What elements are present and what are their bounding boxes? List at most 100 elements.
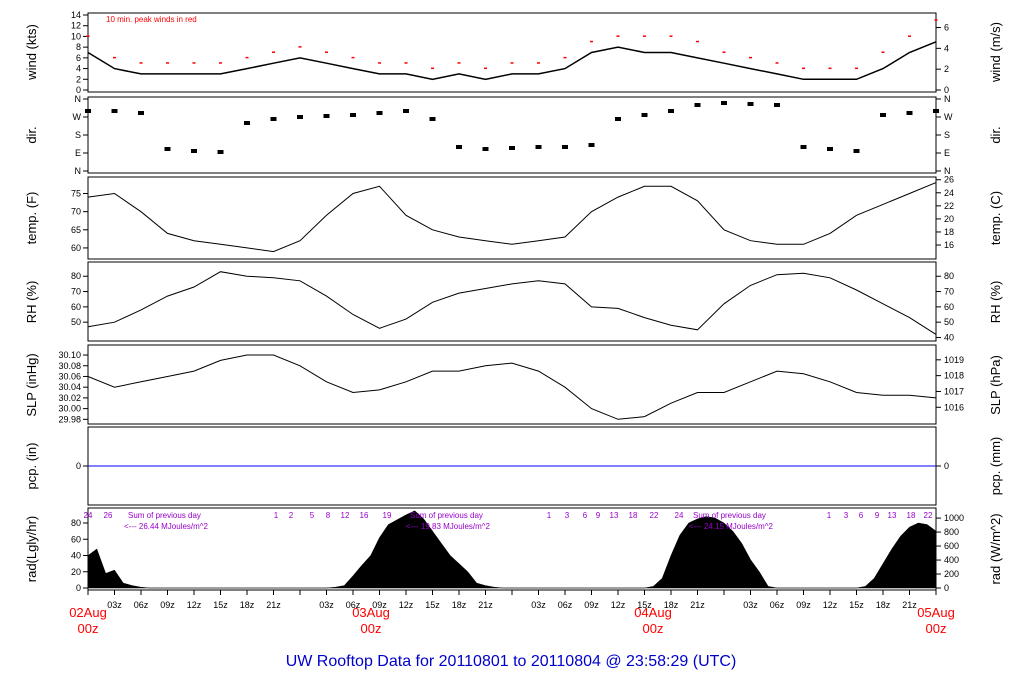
slp-tick-label-1: 30.00 — [58, 404, 81, 414]
sun-hour-label-14: 18 — [629, 511, 638, 520]
wind-note: 10 min. peak winds in red — [106, 15, 197, 24]
day-label-date-1: 02Aug — [69, 605, 107, 620]
dir-point-3 — [164, 147, 171, 151]
sun-hour-label-11: 6 — [583, 511, 588, 520]
dir-point-31 — [906, 111, 913, 115]
sun-hour-label-5: 8 — [326, 511, 331, 520]
hour-tick-label-33: 09z — [372, 600, 387, 610]
wind-peak-point-20 — [616, 35, 620, 37]
rad-tick-label-3: 60 — [71, 534, 81, 544]
hour-tick-label-27: 03z — [319, 600, 334, 610]
wind-ms-tick-label-1: 2 — [944, 64, 949, 74]
hour-tick-label-51: 03z — [531, 600, 546, 610]
dir-point-5 — [217, 150, 224, 154]
wind-peak-point-18 — [563, 56, 567, 59]
slp-series — [87, 354, 937, 420]
rad-y2label: rad (W/m^2) — [988, 513, 1003, 584]
dir-point-11 — [376, 111, 383, 115]
dir-point-24 — [721, 101, 727, 105]
dir-point-32 — [933, 109, 939, 113]
dir-point-6 — [244, 121, 250, 125]
dir-point-2 — [138, 111, 144, 115]
rh-right-tick-label-3: 70 — [944, 287, 954, 297]
rad-w-tick-label-5: 1000 — [944, 513, 964, 523]
rh-series — [87, 271, 937, 335]
slp-hpa-tick-label-3: 1019 — [944, 355, 964, 365]
sun-hour-label-3: 2 — [289, 511, 294, 520]
sun-hour-label-1: 26 — [104, 511, 113, 520]
dir-point-21 — [641, 113, 648, 117]
slp-y2label: SLP (hPa) — [988, 355, 1003, 415]
wind-peak-point-12 — [404, 62, 408, 64]
wind-peak-point-24 — [722, 51, 726, 53]
hour-tick-label-6: 06z — [134, 600, 149, 610]
rh-right-tick-label-2: 60 — [944, 302, 954, 312]
temp-c-tick-label-1: 18 — [944, 227, 954, 237]
hour-tick-label-90: 18z — [876, 600, 891, 610]
hour-tick-label-42: 18z — [452, 600, 467, 610]
wind-tick-label-1: 2 — [76, 74, 81, 84]
sun-hour-label-23: 22 — [924, 511, 933, 520]
wind-peak-point-25 — [749, 56, 752, 59]
wind-peak-point-6 — [245, 56, 249, 59]
rh-tick-label-0: 50 — [71, 317, 81, 327]
temp-c-tick-label-5: 26 — [944, 175, 954, 185]
wind-tick-label-0: 0 — [76, 85, 81, 95]
daily-note-1-line2: <--- 26.44 MJoules/m^2 — [124, 522, 209, 531]
dir-point-1 — [111, 109, 118, 113]
wind-peak-point-23 — [696, 40, 699, 43]
hour-tick-label-54: 06z — [558, 600, 573, 610]
rh-ylabel: RH (%) — [24, 281, 39, 324]
dir-point-20 — [615, 117, 621, 121]
wind-peak-point-26 — [775, 62, 779, 64]
dir-tick-right-label-1: E — [944, 148, 950, 158]
hour-tick-label-63: 15z — [637, 600, 652, 610]
dir-point-29 — [853, 149, 860, 153]
wind-ms-tick-label-2: 4 — [944, 43, 949, 53]
hour-tick-label-84: 12z — [823, 600, 838, 610]
temp-c-tick-label-2: 20 — [944, 214, 954, 224]
wind-tick-label-3: 6 — [76, 53, 81, 63]
rh-right-tick-label-4: 80 — [944, 271, 954, 281]
wind-tick-label-2: 4 — [76, 64, 81, 74]
dir-point-19 — [588, 143, 595, 147]
rad-tick-label-0: 0 — [76, 583, 81, 593]
wind-peak-point-8 — [298, 46, 302, 48]
wind-tick-label-7: 14 — [71, 10, 81, 20]
wind-y2label: wind (m/s) — [988, 22, 1003, 83]
slp-panel — [87, 344, 937, 425]
hour-tick-label-12: 12z — [187, 600, 202, 610]
dir-tick-right-label-0: N — [944, 166, 951, 176]
sun-hour-label-16: 24 — [675, 511, 684, 520]
dir-point-25 — [747, 102, 754, 106]
wind-peak-point-32 — [934, 19, 938, 21]
wind-peak-point-3 — [166, 62, 169, 64]
wind-peak-point-19 — [590, 40, 593, 43]
hour-tick-label-60: 12z — [611, 600, 626, 610]
wind-peak-point-4 — [192, 62, 196, 64]
rh-tick-label-3: 80 — [71, 271, 81, 281]
slp-ylabel: SLP (inHg) — [24, 353, 39, 416]
sun-hour-label-15: 22 — [650, 511, 659, 520]
wind-peak-point-0 — [86, 35, 90, 37]
slp-tick-label-6: 30.10 — [58, 350, 81, 360]
daily-note-3-line2: <--- 24.15 MJoules/m^2 — [689, 522, 774, 531]
dir-tick-right-label-2: S — [944, 130, 950, 140]
temp-c-tick-label-0: 16 — [944, 240, 954, 250]
temp-tick-label-2: 70 — [71, 207, 81, 217]
wind-peak-point-16 — [510, 62, 514, 64]
day-label-time-3: 00z — [643, 621, 664, 636]
wind-tick-label-5: 10 — [71, 31, 81, 41]
dir-point-15 — [482, 147, 489, 151]
temp-ylabel: temp. (F) — [24, 192, 39, 245]
rh-tick-label-1: 60 — [71, 302, 81, 312]
pcp-tick-label-right: 0 — [944, 461, 949, 471]
rad-tick-label-1: 20 — [71, 567, 81, 577]
wind-peak-point-22 — [669, 35, 673, 37]
dir-point-30 — [880, 113, 886, 117]
day-label-date-2: 03Aug — [352, 605, 390, 620]
rh-y2label: RH (%) — [988, 281, 1003, 324]
day-label-date-3: 04Aug — [634, 605, 672, 620]
rad-w-tick-label-0: 0 — [944, 583, 949, 593]
dir-point-27 — [800, 145, 807, 149]
